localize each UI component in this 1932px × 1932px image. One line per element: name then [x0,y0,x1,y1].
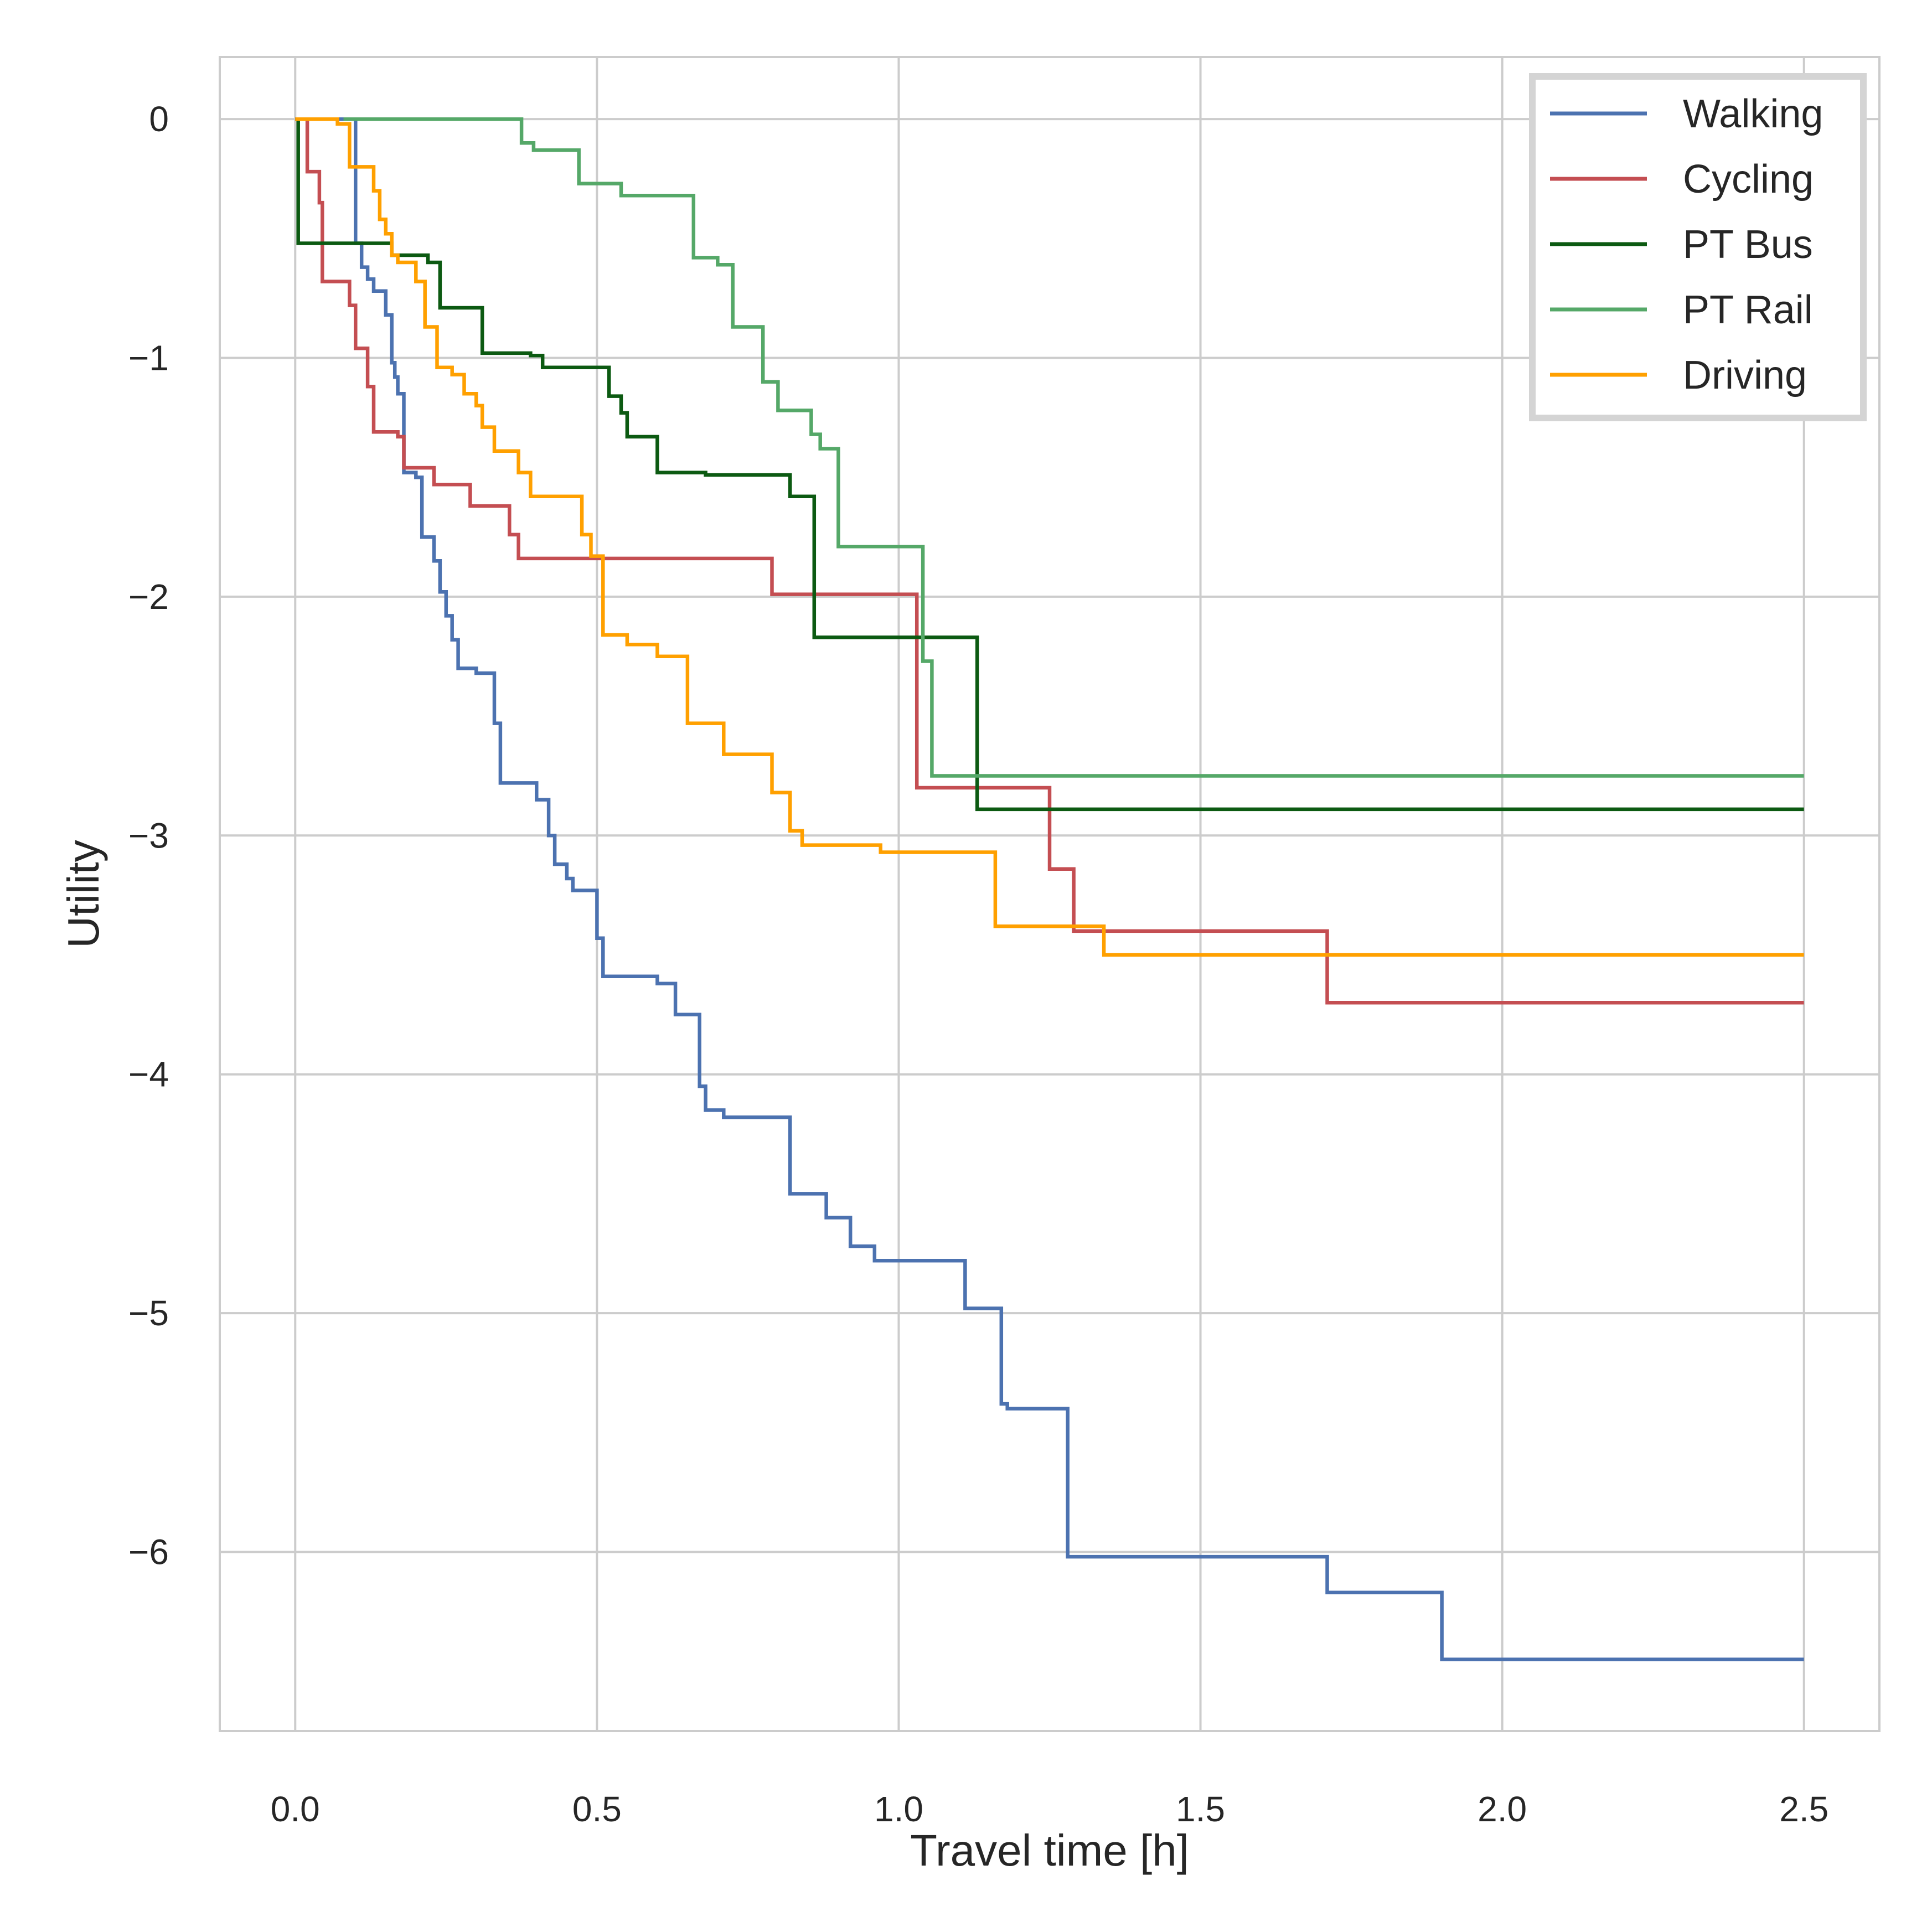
y-tick-label: −3 [128,815,169,855]
legend-label: Driving [1683,353,1807,397]
series-line-cycling [295,117,1804,1005]
y-tick-label: 0 [149,99,169,139]
legend-label: PT Rail [1683,288,1813,332]
series-line-walking [295,117,1804,1661]
legend: Walking Cycling PT Bus PT Rail Driving [1529,73,1867,421]
x-tick-label: 0.5 [572,1789,622,1829]
legend-label: PT Bus [1683,223,1813,267]
y-tick-label: −4 [128,1055,169,1094]
y-axis-label: Utility [59,840,108,948]
series-line-pt-rail [343,117,1804,778]
x-tick-label: 0.0 [271,1789,320,1829]
legend-label: Walking [1683,92,1823,136]
y-axis-ticks: 0 −1 −2 −3 −4 −5 −6 [128,99,169,1572]
y-tick-label: −1 [128,338,169,378]
series-line-pt-bus [295,117,1804,812]
y-tick-label: −6 [128,1532,169,1572]
series-line-driving [295,117,1804,957]
legend-frame [1529,73,1867,421]
x-axis-label: Travel time [h] [910,1826,1189,1875]
x-tick-label: 1.0 [874,1789,923,1829]
x-axis-ticks: 0.0 0.5 1.0 1.5 2.0 2.5 [271,1789,1828,1829]
y-tick-label: −5 [128,1293,169,1333]
x-tick-label: 2.5 [1779,1789,1828,1829]
y-tick-label: −2 [128,577,169,617]
legend-label: Cycling [1683,157,1814,202]
x-tick-label: 2.0 [1478,1789,1527,1829]
series-layer [295,117,1804,1661]
x-tick-label: 1.5 [1176,1789,1225,1829]
